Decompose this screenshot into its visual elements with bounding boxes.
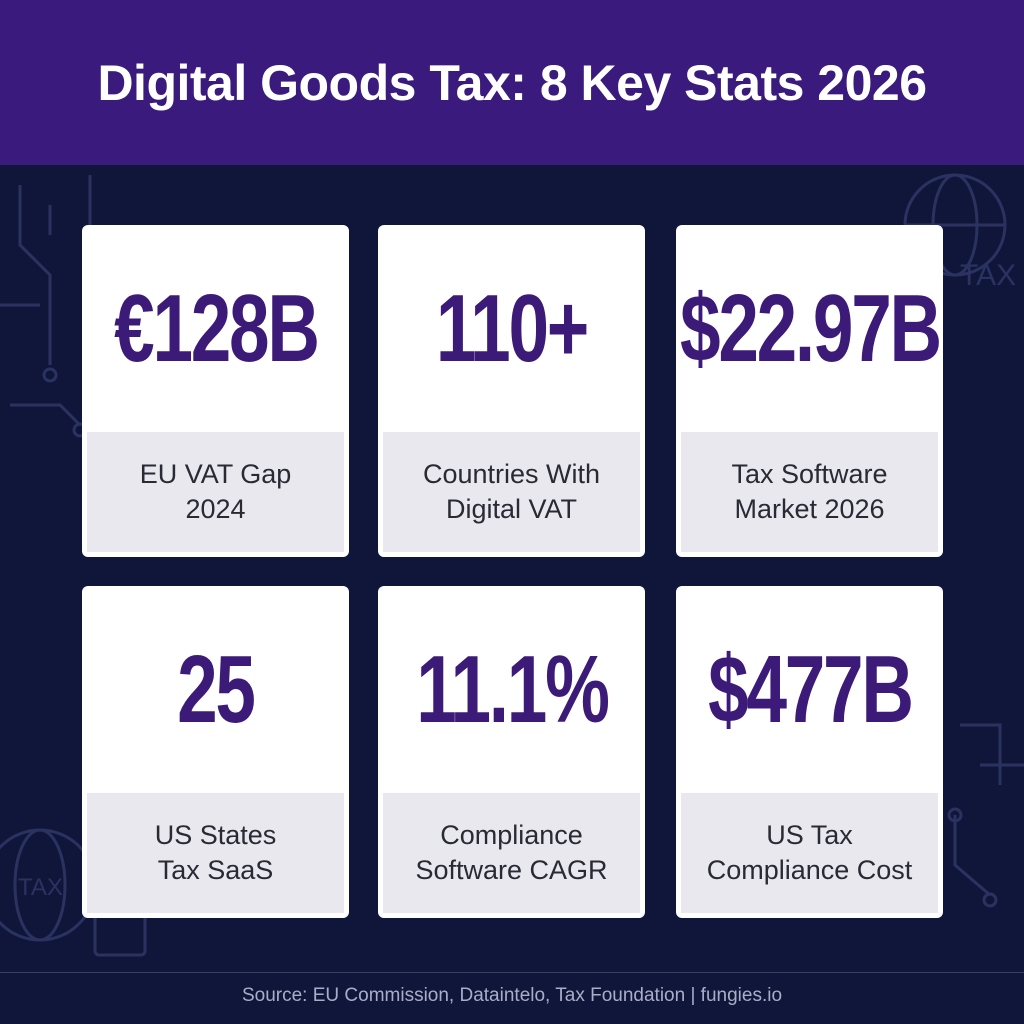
stat-value: 110+ xyxy=(435,274,589,382)
stat-value: 25 xyxy=(177,635,256,743)
stat-label: Tax SaaS xyxy=(157,855,274,885)
value-area: $477B xyxy=(676,586,943,793)
stat-card: 11.1% Compliance Software CAGR xyxy=(378,586,645,918)
stat-value: $22.97B xyxy=(679,274,942,382)
stat-card: $22.97B Tax Software Market 2026 xyxy=(676,225,943,557)
value-area: 11.1% xyxy=(378,586,645,793)
value-area: 110+ xyxy=(378,225,645,432)
stat-card: €128B EU VAT Gap 2024 xyxy=(82,225,349,557)
label-area: EU VAT Gap 2024 xyxy=(87,432,344,552)
stat-label: Digital VAT xyxy=(445,494,578,524)
stat-label: Compliance xyxy=(440,820,583,850)
stat-value: 11.1% xyxy=(415,635,610,743)
label-area: US Tax Compliance Cost xyxy=(681,793,938,913)
title: Digital Goods Tax: 8 Key Stats 2026 xyxy=(97,54,927,111)
stat-card: 110+ Countries With Digital VAT xyxy=(378,225,645,557)
label-area: Compliance Software CAGR xyxy=(383,793,640,913)
header: Digital Goods Tax: 8 Key Stats 2026 xyxy=(0,0,1024,165)
stat-label: US Tax xyxy=(766,820,853,850)
value-area: €128B xyxy=(82,225,349,432)
stat-card: 25 US States Tax SaaS xyxy=(82,586,349,918)
value-area: 25 xyxy=(82,586,349,793)
label-area: Countries With Digital VAT xyxy=(383,432,640,552)
stat-label: EU VAT Gap xyxy=(139,459,292,489)
label-area: US States Tax SaaS xyxy=(87,793,344,913)
stat-label: Compliance Cost xyxy=(706,855,913,885)
label-area: Tax Software Market 2026 xyxy=(681,432,938,552)
stat-card: $477B US Tax Compliance Cost xyxy=(676,586,943,918)
stat-label: US States xyxy=(154,820,277,850)
stat-label: Software CAGR xyxy=(415,855,608,885)
value-area: $22.97B xyxy=(676,225,943,432)
stat-label: Countries With xyxy=(422,459,601,489)
stat-value: $477B xyxy=(707,635,914,743)
stat-label: Market 2026 xyxy=(734,494,885,524)
svg-text:TAX: TAX xyxy=(960,259,1016,292)
stat-label: Tax Software xyxy=(731,459,888,489)
svg-text:TAX: TAX xyxy=(18,874,63,901)
divider xyxy=(0,972,1024,973)
stat-label: 2024 xyxy=(185,494,246,524)
stat-value: €128B xyxy=(113,274,320,382)
source: Source: EU Commission, Dataintelo, Tax F… xyxy=(241,985,783,1006)
background-decoration: TAX TAX xyxy=(0,173,1024,957)
